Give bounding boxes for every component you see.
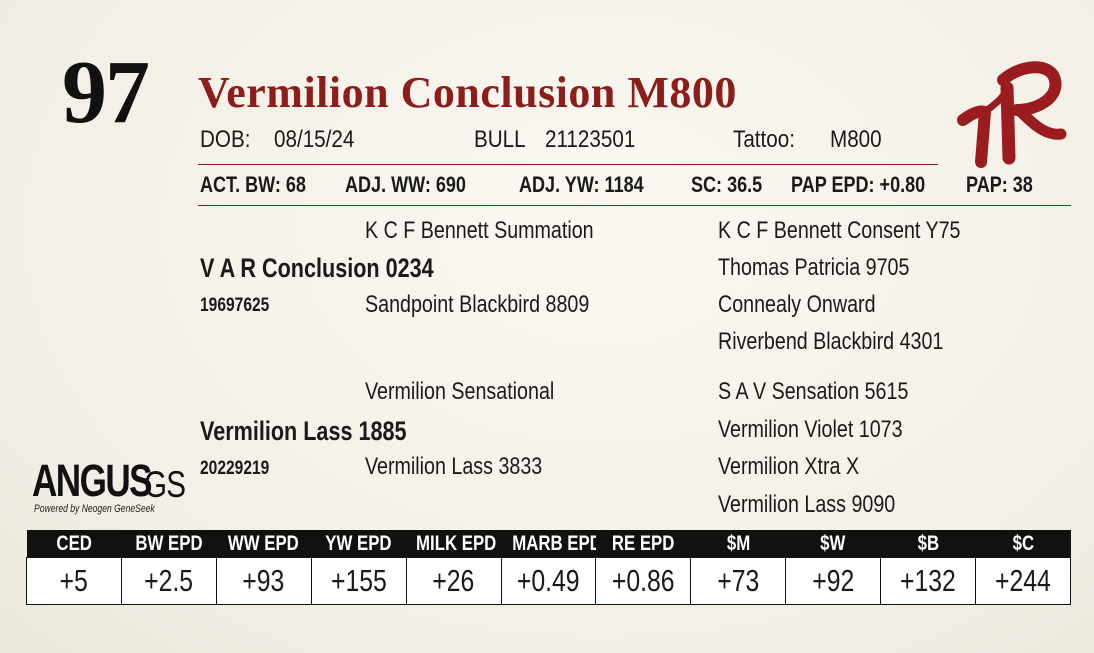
sire-sire-sire: K C F Bennett Consent Y75 (718, 217, 961, 244)
epd-header-dollar-w: $W (785, 530, 881, 558)
epd-value-bw: +2.5 (120, 557, 217, 605)
dam-sire: Vermilion Sensational (365, 378, 555, 405)
epd-header-dollar-c: $C (975, 530, 1071, 558)
pap-epd: PAP EPD: +0.80 (791, 172, 926, 197)
info-divider (198, 164, 938, 165)
epd-value-dollar-m: +73 (690, 557, 787, 605)
stats-divider (198, 205, 1071, 206)
angus-gs-logo: ANGUS GS Powered by Neogen GeneSeek (32, 455, 186, 515)
epd-header-yw: YW EPD (311, 530, 407, 558)
epd-header-ced: CED (26, 530, 122, 558)
epd-header-milk: MILK EPD (406, 530, 502, 558)
epd-header-dollar-m: $M (690, 530, 786, 558)
dam-dam-dam: Vermilion Lass 9090 (718, 491, 896, 518)
dam-name: Vermilion Lass 1885 (200, 416, 407, 446)
sire-dam-sire: Connealy Onward (718, 291, 876, 318)
sire-sire-dam: Thomas Patricia 9705 (718, 254, 910, 281)
angus-logo-tagline: Powered by Neogen GeneSeek (34, 503, 155, 515)
epd-value-dollar-w: +92 (785, 557, 882, 605)
dam-dam: Vermilion Lass 3833 (365, 453, 543, 480)
dam-dam-sire: Vermilion Xtra X (718, 453, 860, 480)
epd-header-row: CED BW EPD WW EPD YW EPD MILK EPD MARB E… (26, 530, 1071, 558)
animal-name: Vermilion Conclusion M800 (198, 68, 737, 117)
epd-header-bw: BW EPD (121, 530, 217, 558)
angus-logo-word: ANGUS (32, 455, 153, 506)
epd-header-re: RE EPD (595, 530, 691, 558)
dam-sire-sire: S A V Sensation 5615 (718, 378, 909, 405)
sire-dam-dam: Riverbend Blackbird 4301 (718, 328, 944, 355)
epd-header-ww: WW EPD (216, 530, 312, 558)
sex-label: BULL (474, 126, 526, 153)
sire-name: V A R Conclusion 0234 (200, 253, 434, 283)
dob-value: 08/15/24 (274, 126, 355, 153)
epd-header-dollar-b: $B (880, 530, 976, 558)
adjusted-weaning-weight: ADJ. WW: 690 (345, 172, 466, 197)
registration-number: 21123501 (545, 126, 636, 153)
epd-table: CED BW EPD WW EPD YW EPD MILK EPD MARB E… (26, 530, 1071, 605)
dob-label: DOB: (200, 126, 251, 153)
tattoo-label: Tattoo: (733, 126, 795, 153)
epd-value-milk: +26 (405, 557, 502, 605)
epd-value-yw: +155 (310, 557, 407, 605)
vr-brand-icon (957, 61, 1067, 168)
angus-logo-gs: GS (144, 464, 186, 505)
lot-number: 97 (62, 43, 150, 142)
dam-registration: 20229219 (200, 458, 270, 479)
epd-header-marb: MARB EPD (501, 530, 596, 558)
epd-value-dollar-b: +132 (880, 557, 977, 605)
sire-registration: 19697625 (200, 295, 270, 316)
epd-value-re: +0.86 (595, 557, 692, 605)
epd-value-ww: +93 (215, 557, 312, 605)
dam-sire-dam: Vermilion Violet 1073 (718, 416, 903, 443)
epd-value-dollar-c: +244 (975, 557, 1071, 605)
epd-value-row: +5 +2.5 +93 +155 +26 +0.49 +0.86 +73 +92… (26, 557, 1071, 605)
epd-value-ced: +5 (26, 557, 122, 605)
epd-value-marb: +0.49 (500, 557, 597, 605)
pap-value: PAP: 38 (966, 172, 1033, 197)
scrotal-circumference: SC: 36.5 (691, 172, 763, 197)
sire-sire: K C F Bennett Summation (365, 217, 594, 244)
adjusted-yearling-weight: ADJ. YW: 1184 (519, 172, 644, 197)
sire-dam: Sandpoint Blackbird 8809 (365, 291, 590, 318)
actual-birth-weight: ACT. BW: 68 (200, 172, 306, 197)
tattoo-value: M800 (830, 126, 882, 153)
